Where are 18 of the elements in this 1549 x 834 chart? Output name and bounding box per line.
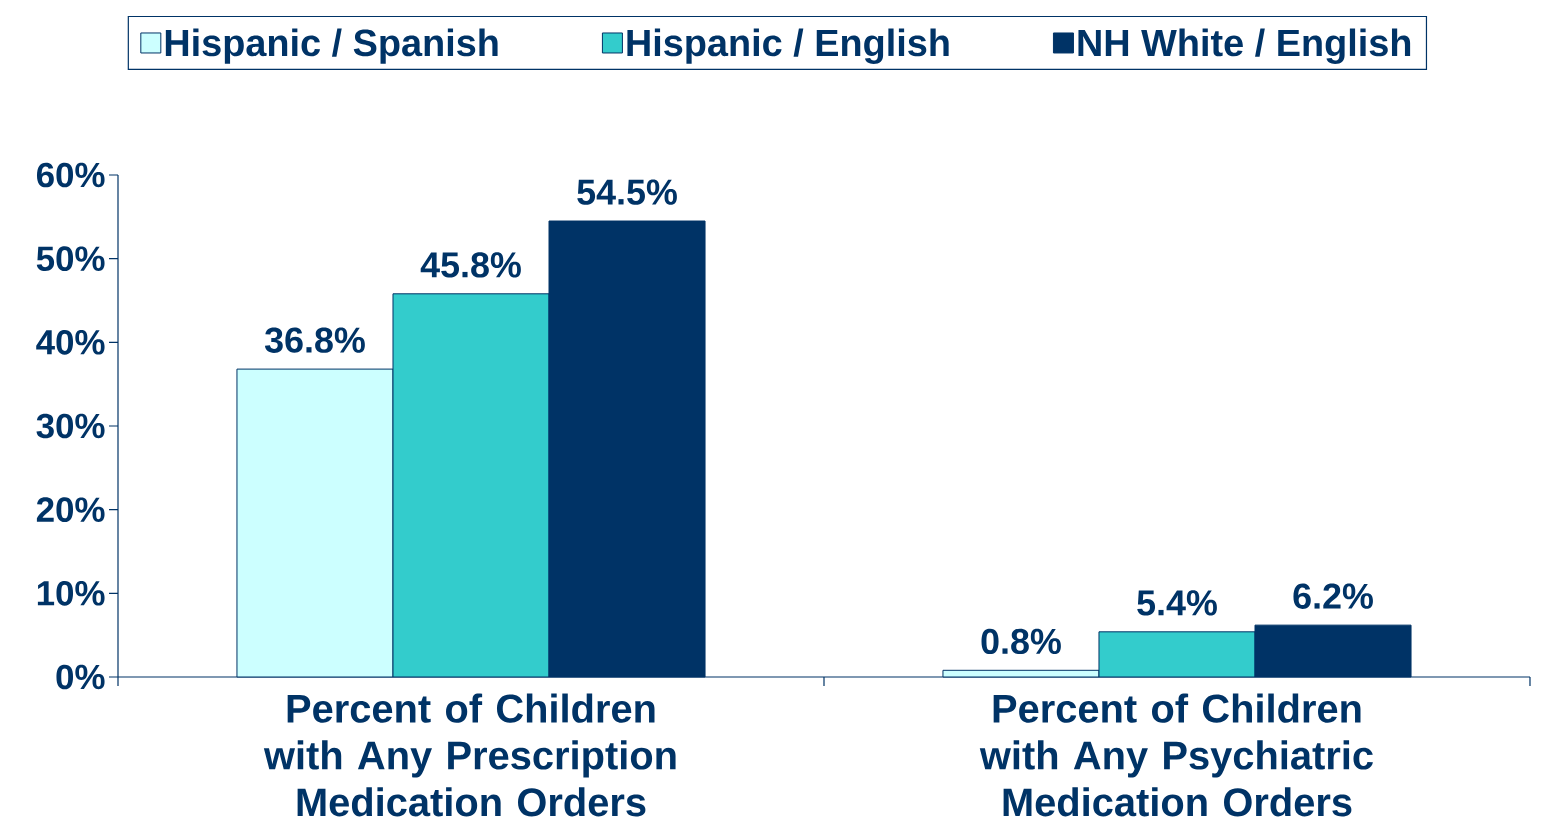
x-tick-label: Percent of Children with Any Psychiatric Medication Orders: [979, 693, 1373, 817]
data-label: 6.2%: [1293, 583, 1373, 609]
data-label: 54.5%: [577, 179, 677, 205]
data-label: 5.4%: [1137, 590, 1217, 616]
legend-label: Hispanic / English: [627, 28, 949, 64]
y-tick-label: 20%: [36, 497, 105, 523]
y-tick-label: 10%: [37, 580, 105, 606]
data-label: 45.8%: [420, 252, 521, 278]
y-tick-label: 30%: [36, 413, 105, 439]
y-tick-label: 0%: [56, 664, 105, 690]
y-tick-label: 60%: [36, 162, 105, 188]
data-label: 36.8%: [264, 327, 365, 353]
data-label: 0.8%: [981, 628, 1061, 655]
y-tick-label: 40%: [36, 329, 105, 355]
y-tick-label: 50%: [36, 246, 105, 272]
x-tick-label: Percent of Children with Any Prescription Medication Orders: [263, 693, 676, 817]
legend-label: Hispanic / Spanish: [165, 28, 498, 64]
legend-label: NH White / English: [1078, 28, 1411, 64]
